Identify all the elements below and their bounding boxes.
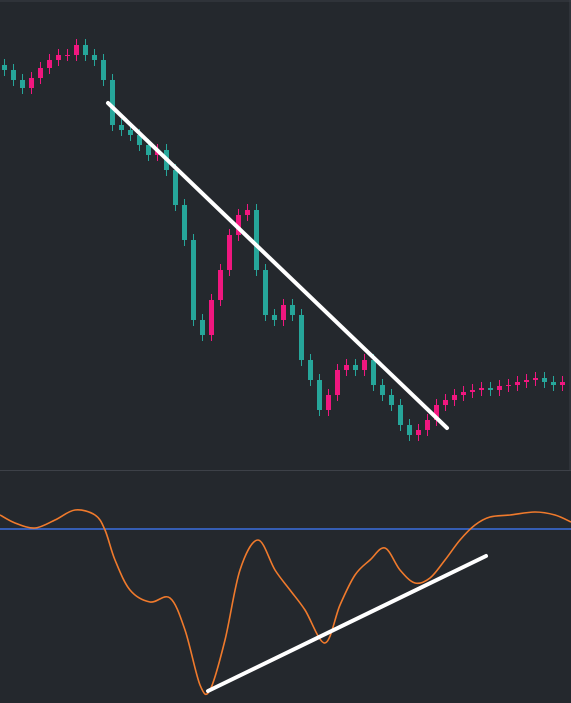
candle-body [371,360,376,385]
candle-body [146,145,151,155]
candle-body [182,205,187,240]
candle-body [200,320,205,335]
candle-body [119,125,124,130]
candle-body [38,68,43,78]
candle-body [335,370,340,395]
candle-body [353,365,358,370]
candle-body [101,60,106,80]
candle-body [56,55,61,60]
candle-body [497,386,502,390]
candle-body [317,380,322,410]
candle-body [92,55,97,60]
candle-body [209,300,214,335]
candle-body [542,378,547,382]
candle-body [452,395,457,400]
candle-body [29,78,34,88]
price-panel [2,39,565,441]
candle-body [524,380,529,382]
candle-body [398,405,403,425]
candle-body [227,235,232,270]
candle-body [389,395,394,405]
candle-body [434,405,439,420]
candle-body [245,210,250,215]
candle-body [506,385,511,386]
candle-body [551,382,556,385]
candle-body [281,305,286,320]
oscillator-panel [0,509,571,696]
candle-body [11,70,16,80]
candle-body [425,420,430,430]
trendline [206,554,488,693]
candle-body [173,170,178,205]
candle-body [263,270,268,315]
candle-body [191,240,196,320]
candle-body [83,45,88,55]
candle-body [479,388,484,390]
candle-body [380,385,385,395]
candle-body [407,425,412,435]
candle-body [236,215,241,235]
candle-body [515,382,520,385]
candle-body [488,388,493,390]
candle-body [74,45,79,55]
candle-body [20,80,25,88]
candle-body [470,390,475,392]
candle-body [2,65,7,70]
candle-body [290,305,295,315]
candle-body [137,135,142,145]
candle-body [461,392,466,395]
oscillator-line [0,509,571,696]
candle-body [110,80,115,125]
trendline [106,101,449,430]
candle-body [308,360,313,380]
candle-body [362,360,367,370]
candle-body [128,130,133,135]
candle-body [533,378,538,380]
candle-body [218,270,223,300]
candle-body [443,400,448,405]
candle-body [416,430,421,435]
candle-body [272,315,277,320]
candle-body [299,315,304,360]
candle-body [344,365,349,370]
candle-body [65,55,70,56]
candle-body [254,210,259,270]
candle-body [326,395,331,410]
candle-body [560,382,565,385]
candle-body [47,60,52,68]
